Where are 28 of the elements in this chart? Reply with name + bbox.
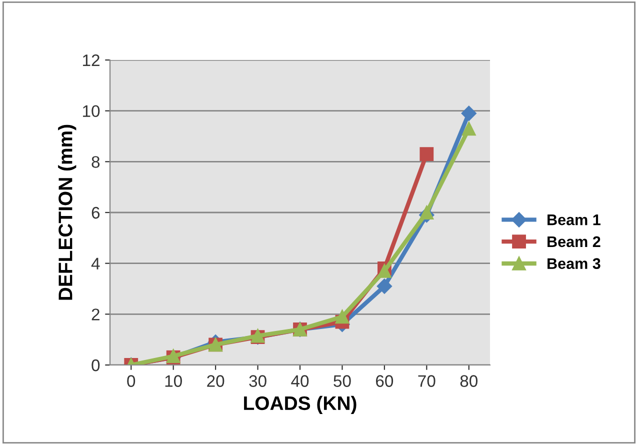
x-axis-title: LOADS (KN) xyxy=(244,396,356,414)
y-tick-label: 10 xyxy=(83,105,100,118)
point xyxy=(420,147,434,161)
legend-label: Beam 1 xyxy=(548,214,600,226)
legend-label: Beam 2 xyxy=(548,236,600,248)
point xyxy=(461,106,476,121)
x-tick-label: 50 xyxy=(334,375,351,387)
point xyxy=(335,310,350,324)
x-tick-label: 30 xyxy=(249,375,266,387)
point xyxy=(376,278,392,294)
x-tick-label: 10 xyxy=(165,375,182,387)
x-tick-label: 20 xyxy=(207,375,224,387)
x-tick-label: 70 xyxy=(418,375,436,387)
point xyxy=(420,206,434,220)
x-tick-label: 60 xyxy=(376,375,394,387)
x-tick-label: 80 xyxy=(460,375,478,387)
point xyxy=(462,122,476,136)
x-tick-label: 40 xyxy=(291,375,309,387)
y-tick-label: 2 xyxy=(92,308,100,320)
x-tick-label: 0 xyxy=(127,375,136,387)
y-tick-label: 8 xyxy=(92,156,100,168)
y-tick-label: 4 xyxy=(91,258,100,270)
point xyxy=(378,264,392,278)
y-axis-title: DEFLECTION (mm) xyxy=(58,124,76,300)
y-tick-label: 6 xyxy=(92,206,100,219)
y-tick-label: 12 xyxy=(83,54,100,66)
legend-label: Beam 3 xyxy=(548,258,600,270)
y-tick-label: 0 xyxy=(92,359,100,372)
